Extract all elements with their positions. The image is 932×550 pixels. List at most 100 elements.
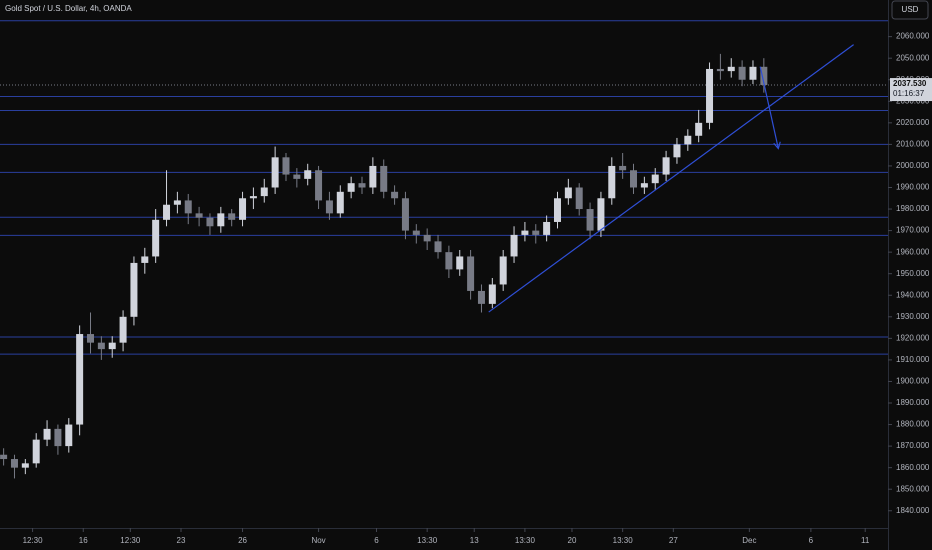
candle-body (141, 256, 149, 263)
candle-body (738, 66, 746, 80)
y-tick-label: 1920.000 (896, 333, 930, 342)
y-tick-label: 2000.000 (896, 161, 930, 170)
y-tick-label: 1900.000 (896, 377, 930, 386)
candle-body (543, 221, 551, 235)
candle-body (412, 230, 420, 235)
candle-body (564, 187, 572, 199)
y-tick-label: 1970.000 (896, 226, 930, 235)
candle-body (423, 234, 431, 242)
candle-body (477, 290, 485, 304)
candle-body (662, 157, 670, 175)
candle-body (130, 262, 138, 317)
candle-body (347, 183, 355, 192)
y-tick-label: 1880.000 (896, 420, 930, 429)
candle-body (673, 144, 681, 158)
candle-body (87, 334, 95, 343)
candle-body (434, 241, 442, 253)
candle-body (749, 66, 757, 80)
candle-body (391, 191, 399, 199)
candle-body (369, 165, 377, 188)
candle-body (293, 174, 301, 179)
x-tick-label: 12:30 (23, 536, 44, 545)
x-tick-label: 13:30 (515, 536, 536, 545)
last-price-tag (890, 78, 932, 102)
candle-body (152, 219, 160, 257)
x-tick-label: 12:30 (120, 536, 141, 545)
currency-label[interactable]: USD (902, 5, 919, 14)
y-tick-label: 1950.000 (896, 269, 930, 278)
candle-body (304, 170, 312, 179)
candle-body (380, 165, 388, 192)
candle-body (65, 424, 73, 447)
candle-body (619, 165, 627, 171)
y-tick-label: 1850.000 (896, 484, 930, 493)
candle-body (173, 200, 181, 205)
y-tick-label: 2050.000 (896, 53, 930, 62)
candle-body (0, 454, 8, 460)
candle-body (271, 157, 279, 188)
candle-body (597, 198, 605, 231)
candle-body (521, 230, 529, 235)
x-tick-label: 20 (568, 536, 577, 545)
currency-button[interactable] (891, 0, 929, 20)
candle-body (10, 459, 18, 468)
y-tick-label: 1860.000 (896, 463, 930, 472)
candle-body (695, 122, 703, 136)
candle-body (54, 428, 62, 447)
arrow (759, 66, 779, 149)
candle-body (43, 428, 51, 440)
x-tick-label: 27 (669, 536, 678, 545)
candle-body (532, 230, 540, 235)
y-tick-label: 2060.000 (896, 32, 930, 41)
x-tick-label: 23 (177, 536, 186, 545)
y-tick-label: 1910.000 (896, 355, 930, 364)
x-tick-label: Nov (311, 536, 325, 545)
candle-body (575, 187, 583, 210)
candle-body (21, 463, 29, 468)
candle-body (282, 157, 290, 175)
chart-title: Gold Spot / U.S. Dollar, 4h, OANDA (5, 4, 132, 13)
candle-body (195, 213, 203, 218)
candle-body (358, 183, 366, 188)
candle-body (217, 213, 225, 227)
candle-body (630, 170, 638, 188)
candle-body (184, 200, 192, 214)
arrow-head (773, 141, 781, 150)
x-tick-label: 13:30 (613, 536, 634, 545)
candle-body (249, 196, 257, 199)
candle-body (553, 198, 561, 222)
candle-body (716, 68, 724, 72)
y-tick-label: 1960.000 (896, 247, 930, 256)
candle-body (488, 284, 496, 304)
candle-body (108, 342, 116, 350)
candle-body (706, 68, 714, 123)
candle-body (727, 66, 735, 72)
candle-body (445, 252, 453, 270)
candle-body (510, 234, 518, 257)
candle-body (32, 439, 40, 464)
y-tick-label: 1890.000 (896, 398, 930, 407)
candle-body (499, 256, 507, 285)
x-tick-label: 6 (374, 536, 379, 545)
candle-body (315, 170, 323, 201)
candle-body (119, 316, 127, 343)
y-tick-label: 1940.000 (896, 290, 930, 299)
x-tick-label: 26 (238, 536, 247, 545)
y-tick-label: 2020.000 (896, 118, 930, 127)
x-tick-label: 11 (861, 536, 870, 545)
x-tick-label: 13 (470, 536, 479, 545)
y-tick-label: 1870.000 (896, 441, 930, 450)
last-price-label: 2037.530 (893, 79, 927, 88)
candle-body (456, 256, 464, 270)
candle-body (228, 213, 236, 220)
candle-body (97, 342, 105, 350)
y-tick-label: 1990.000 (896, 183, 930, 192)
trendline (488, 44, 854, 313)
y-tick-label: 1930.000 (896, 312, 930, 321)
y-tick-label: 2010.000 (896, 140, 930, 149)
x-tick-label: 6 (809, 536, 814, 545)
countdown: 01:16:37 (893, 89, 925, 98)
